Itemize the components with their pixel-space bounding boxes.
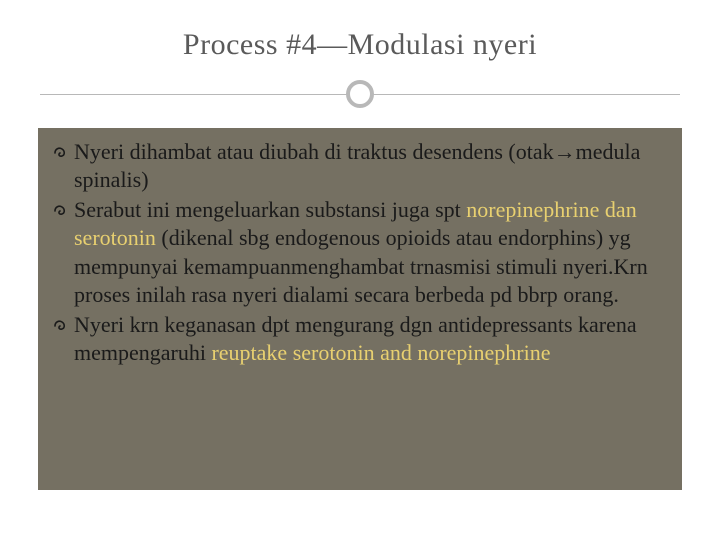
bullet-text: Nyeri krn keganasan dpt mengurang dgn an… [74, 311, 668, 367]
slide-title: Process #4—Modulasi nyeri [0, 28, 720, 62]
bullet-item: Nyeri dihambat atau diubah di traktus de… [52, 138, 668, 194]
swirl-bullet-icon [52, 202, 70, 225]
title-area: Process #4—Modulasi nyeri [0, 0, 720, 62]
highlight-text: reuptake serotonin and norepinephrine [211, 340, 550, 365]
title-divider [0, 80, 720, 110]
plain-text: (dikenal sbg endogenous opioids atau end… [74, 225, 648, 306]
bullet-text: Serabut ini mengeluarkan substansi juga … [74, 196, 668, 309]
plain-text: Serabut ini mengeluarkan substansi juga … [74, 197, 466, 222]
divider-circle-icon [346, 80, 374, 108]
plain-text: Nyeri dihambat atau diubah di traktus de… [74, 139, 554, 164]
plain-text: → [554, 139, 576, 164]
bullet-item: Serabut ini mengeluarkan substansi juga … [52, 196, 668, 309]
bullet-item: Nyeri krn keganasan dpt mengurang dgn an… [52, 311, 668, 367]
swirl-bullet-icon [52, 317, 70, 340]
content-box: Nyeri dihambat atau diubah di traktus de… [38, 128, 682, 490]
swirl-bullet-icon [52, 144, 70, 167]
bullet-text: Nyeri dihambat atau diubah di traktus de… [74, 138, 668, 194]
slide: Process #4—Modulasi nyeri Nyeri dihambat… [0, 0, 720, 540]
